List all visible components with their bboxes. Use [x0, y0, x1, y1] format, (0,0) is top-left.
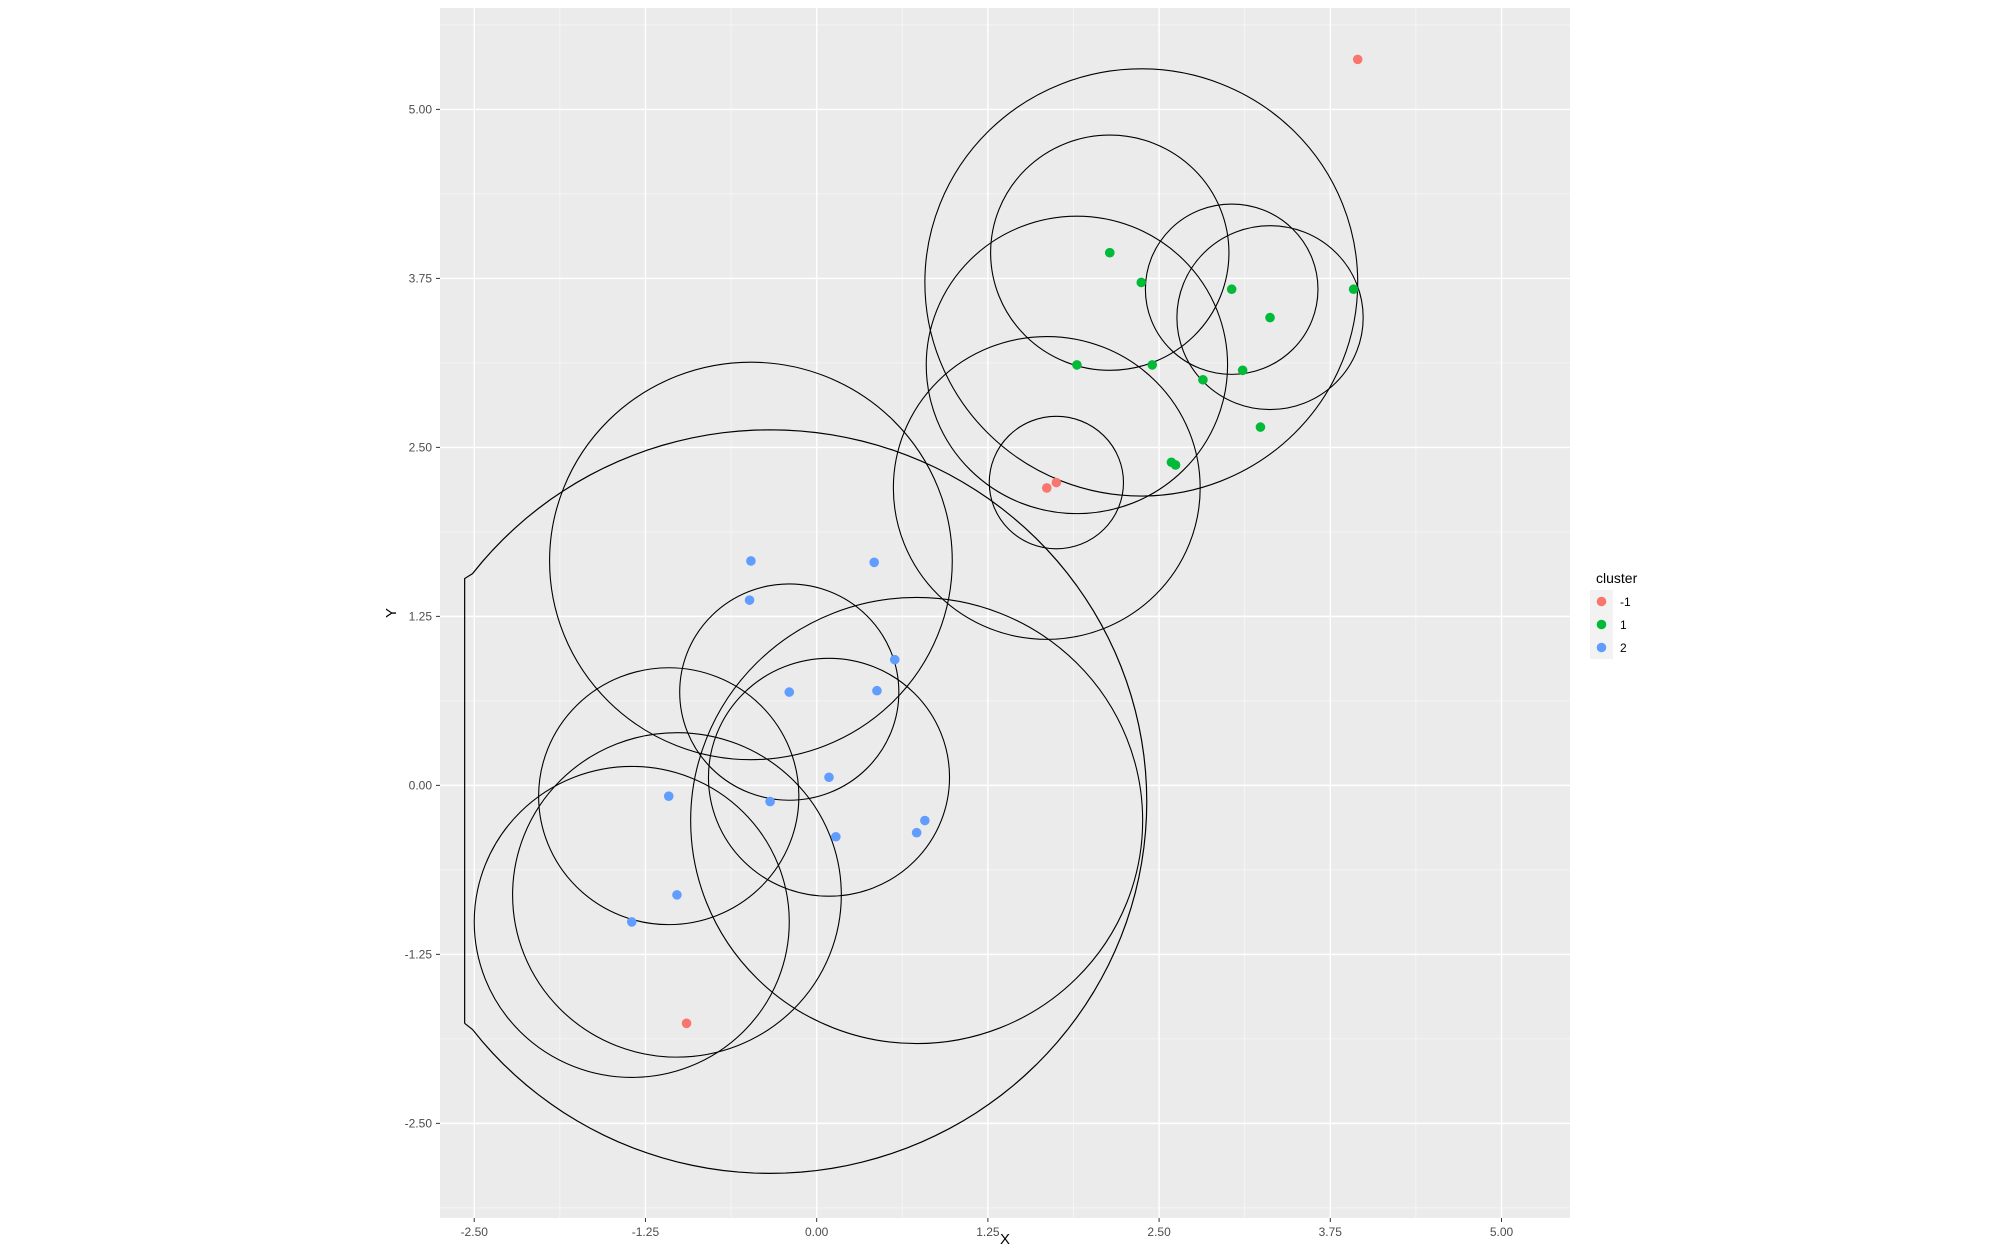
data-point-cluster-2	[831, 831, 841, 842]
legend-title: cluster	[1596, 570, 1638, 586]
x-tick-label: -1.25	[632, 1225, 660, 1239]
legend-key-point	[1596, 642, 1607, 653]
neighborhood-circle	[1176, 225, 1364, 411]
neighborhood-circle	[988, 415, 1125, 550]
legend-key-point	[1596, 596, 1607, 607]
data-point-cluster-2	[746, 556, 756, 566]
y-tick-label: 3.75	[409, 271, 433, 285]
data-point-cluster-2	[920, 815, 930, 826]
hull-outline	[464, 429, 1148, 1174]
data-point-cluster-2	[784, 687, 795, 697]
data-point-cluster-1	[1104, 247, 1115, 258]
data-point-cluster-1	[1170, 460, 1181, 470]
legend: cluster -1 1 2	[1590, 570, 1638, 659]
neighborhood-circle	[473, 765, 790, 1078]
y-tick-label: 5.00	[409, 102, 433, 116]
panel-background	[440, 8, 1570, 1218]
data-point-cluster--1	[1352, 54, 1363, 65]
data-point-cluster-2	[663, 791, 674, 801]
data-point-cluster-2	[869, 557, 879, 568]
neighborhood-circle	[690, 596, 1144, 1045]
x-axis-ticks: -2.50 -1.25 0.00 1.25 2.50 3.75 5.00	[461, 1218, 1514, 1239]
neighborhood-circle	[707, 657, 951, 897]
points-layer	[626, 54, 1363, 1029]
neighborhood-circle	[512, 732, 842, 1058]
neighborhood-circle	[549, 361, 953, 761]
x-tick-label: 2.50	[1147, 1225, 1171, 1239]
data-point-cluster-2	[824, 772, 834, 783]
grid-major	[440, 8, 1570, 1218]
data-point-cluster-1	[1072, 360, 1082, 370]
data-point-cluster-1	[1348, 284, 1359, 295]
grid-minor	[440, 8, 1570, 1218]
legend-keys: -1 1 2	[1590, 590, 1631, 659]
data-point-cluster--1	[1051, 477, 1062, 488]
data-point-cluster-1	[1237, 365, 1248, 376]
x-axis-title: X	[1000, 1231, 1010, 1246]
data-point-cluster-2	[672, 890, 682, 900]
data-point-cluster--1	[681, 1018, 692, 1029]
data-point-cluster-1	[1265, 312, 1275, 323]
neighborhood-circle	[1144, 203, 1319, 375]
neighborhood-circle	[892, 335, 1201, 640]
data-point-cluster-1	[1226, 284, 1237, 295]
x-tick-label: 1.25	[976, 1225, 1000, 1239]
data-point-cluster-2	[765, 796, 775, 807]
data-point-cluster-1	[1147, 360, 1158, 370]
legend-label: 1	[1620, 618, 1627, 632]
circles-layer	[473, 68, 1364, 1078]
legend-key-point	[1596, 619, 1607, 630]
y-tick-label: 0.00	[409, 778, 433, 792]
data-point-cluster-2	[744, 595, 755, 605]
x-tick-label: 0.00	[805, 1225, 829, 1239]
x-tick-label: -2.50	[461, 1225, 489, 1239]
neighborhood-circle	[990, 134, 1230, 371]
neighborhood-circle	[924, 68, 1359, 497]
x-tick-label: 5.00	[1490, 1225, 1514, 1239]
data-point-cluster-1	[1136, 277, 1147, 288]
y-axis-ticks: -2.50 -1.25 0.00 1.25 2.50 3.75 5.00	[405, 102, 440, 1130]
neighborhood-circle	[679, 583, 900, 801]
data-point-cluster-2	[889, 654, 900, 665]
legend-label: -1	[1620, 595, 1631, 609]
legend-label: 2	[1620, 641, 1627, 655]
y-axis-title: Y	[383, 608, 400, 618]
y-tick-label: -1.25	[405, 947, 433, 961]
data-point-cluster-2	[872, 685, 882, 696]
x-tick-label: 3.75	[1319, 1225, 1343, 1239]
data-point-cluster-2	[626, 917, 637, 927]
y-tick-label: 2.50	[409, 440, 433, 454]
neighborhood-circle	[925, 215, 1229, 515]
y-tick-label: -2.50	[405, 1116, 433, 1130]
data-point-cluster--1	[1041, 483, 1052, 493]
y-tick-label: 1.25	[409, 609, 433, 623]
data-point-cluster-1	[1255, 422, 1266, 432]
data-point-cluster-1	[1198, 374, 1208, 385]
data-point-cluster-2	[911, 827, 922, 838]
